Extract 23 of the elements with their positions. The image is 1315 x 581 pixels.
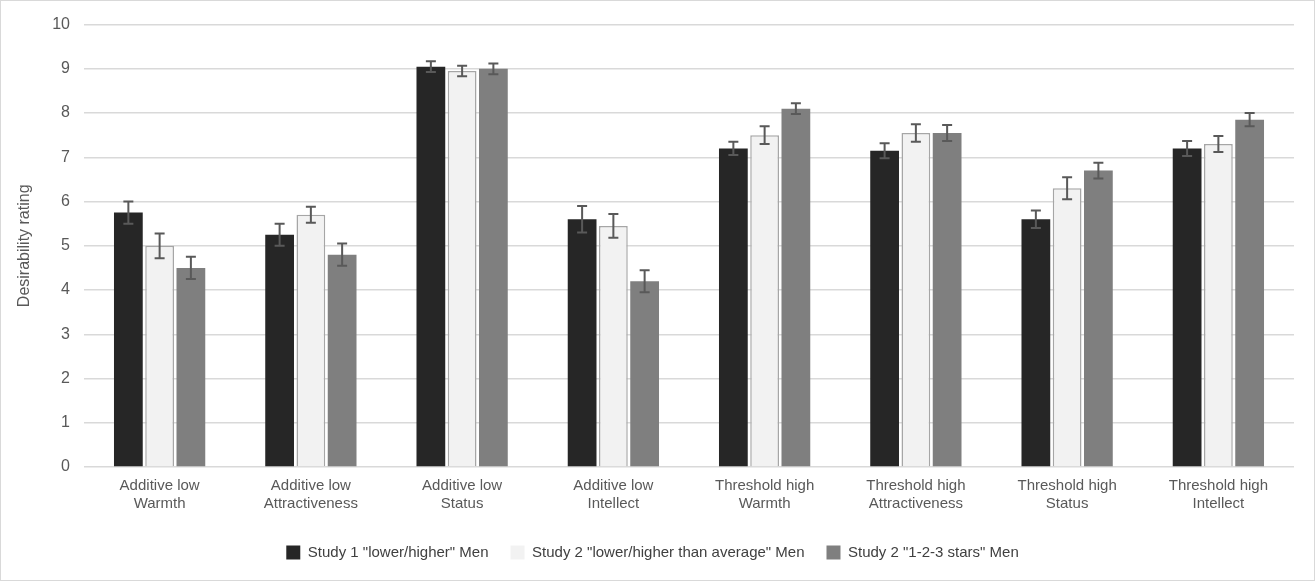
y-axis-title: Desirability rating	[15, 184, 33, 308]
y-tick-label: 3	[61, 324, 71, 342]
y-tick-label: 10	[52, 15, 71, 33]
y-tick-label: 4	[61, 280, 71, 298]
legend-label: Study 2 "lower/higher than average" Men	[532, 542, 805, 560]
y-tick-label: 6	[61, 191, 71, 209]
y-tick-label: 7	[61, 147, 71, 165]
legend-label: Study 1 "lower/higher" Men	[307, 542, 489, 560]
legend-label: Study 2 "1-2-3 stars" Men	[848, 542, 1019, 560]
y-tick-label: 1	[61, 413, 71, 431]
y-tick-label: 9	[61, 59, 71, 77]
y-tick-label: 5	[61, 236, 71, 254]
y-tick-label: 2	[61, 368, 71, 386]
x-tick-label: Additive low Intellect	[573, 476, 654, 512]
x-tick-label: Threshold high Intellect	[1168, 476, 1268, 512]
x-tick-label: Threshold high Status	[1017, 476, 1117, 512]
x-tick-label: Threshold high Warmth	[715, 476, 815, 512]
x-tick-label: Additive low Attractiveness	[263, 476, 358, 512]
y-tick-label: 8	[61, 103, 71, 121]
x-tick-label: Additive low Status	[422, 476, 503, 512]
y-tick-label: 0	[61, 457, 71, 475]
x-tick-label: Additive low Warmth	[119, 476, 200, 512]
x-tick-label: Threshold high Attractiveness	[866, 476, 966, 512]
